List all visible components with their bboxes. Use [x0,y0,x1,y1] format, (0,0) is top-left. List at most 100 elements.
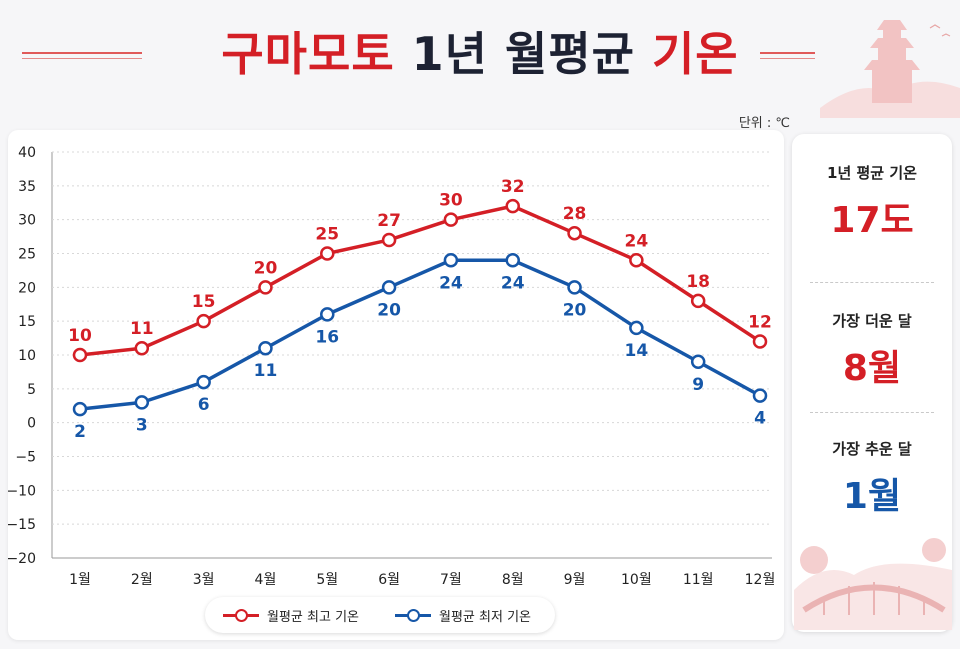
data-point-low [443,253,459,268]
series-line-high [79,204,761,357]
unit-label: 단위 : ℃ [738,116,790,131]
data-point-low [752,388,768,403]
data-label-high: 27 [377,211,401,231]
stat-coldest: 가장 추운 달 1월 [792,438,952,519]
data-label-low: 24 [501,273,525,293]
data-label-high: 28 [563,204,587,224]
summary-divider-1 [810,282,934,283]
data-point-high [72,347,88,363]
x-tick-label: 7월 [440,572,462,588]
chart-card: 40 35 30 25 20 15 10 5 0 −5 −10 −15 −20 1월 2월 3월 4월 5월 6월… [8,130,784,640]
title-part-city: 구마모토 [221,27,395,81]
data-label-high: 25 [315,225,339,245]
stat-average-value: 17도 [830,200,914,241]
stat-hottest: 가장 더운 달 8월 [792,310,952,391]
data-point-high [629,253,644,268]
y-tick-label: 25 [18,247,36,263]
stat-coldest-value: 1월 [842,476,902,517]
data-label-low: 9 [692,375,704,395]
data-label-low: 4 [754,409,766,429]
x-tick-label: 9월 [564,572,586,588]
stat-average: 1년 평균 기온 17도 [792,162,952,243]
x-tick-label: 12월 [745,572,776,588]
data-point-high [196,313,211,329]
data-point-high [320,246,335,261]
data-label-low: 20 [377,300,401,320]
data-label-low: 14 [625,341,649,361]
x-tick-label: 8월 [502,572,524,588]
stat-hottest-value: 8월 [842,348,902,389]
y-tick-label: 10 [18,348,36,364]
legend-label-low: 월평균 최저 기온 [439,609,531,625]
data-label-low: 6 [198,395,210,415]
y-tick-label: 35 [18,179,36,195]
x-tick-label: 4월 [255,572,277,588]
title-deco-line-left [22,52,142,54]
y-tick-label: −5 [15,450,36,466]
x-tick-label: 5월 [316,572,338,588]
legend-swatch-low [395,609,431,622]
x-tick-label: 2월 [131,572,153,588]
title-part-middle: 1년 월평균 [411,27,635,81]
castle-illustration [820,20,960,118]
stat-coldest-label: 가장 추운 달 [832,440,912,458]
data-point-low [72,401,88,417]
data-point-low [690,354,706,370]
data-point-low [134,395,150,410]
data-point-high [381,232,397,248]
legend-label-high: 월평균 최고 기온 [267,609,359,625]
data-point-high [258,280,273,295]
legend-item-high: 월평균 최고 기온 [223,597,359,633]
x-tick-label: 6월 [378,572,400,588]
data-point-low [505,253,520,268]
x-tick-label: 11월 [683,572,714,588]
data-label-low: 24 [439,273,463,293]
y-tick-label: −15 [8,517,36,533]
y-tick-label: −10 [8,483,36,499]
y-tick-label: 20 [18,280,36,296]
y-tick-label: 5 [27,382,36,398]
stat-average-label: 1년 평균 기온 [827,164,917,182]
title-deco-line-right [760,52,815,54]
legend-swatch-high [223,609,259,622]
data-label-high: 32 [501,177,525,197]
title-deco-line-right-thin [760,58,815,59]
title-bar: 구마모토 1년 월평균 기온 [0,18,960,82]
legend-item-low: 월평균 최저 기온 [395,597,531,633]
data-label-high: 12 [748,312,772,332]
bridge-illustration [794,538,952,630]
data-point-high [134,340,150,356]
data-point-high [443,212,459,227]
data-label-low: 16 [315,327,339,347]
data-point-low [567,280,582,295]
series-line-low [79,258,761,411]
y-tick-label: 40 [18,145,36,161]
data-point-low [196,374,211,390]
page-title: 구마모토 1년 월평균 기온 [150,18,810,84]
data-point-low [381,280,397,295]
data-point-low [320,307,335,322]
y-tick-label: −20 [8,551,36,567]
title-deco-line-left-thin [22,58,142,59]
x-tick-label: 3월 [193,572,215,588]
y-tick-label: 0 [27,416,36,432]
data-label-low: 2 [74,422,86,442]
data-point-high [690,293,706,309]
y-tick-label: 30 [18,213,36,229]
summary-divider-2 [810,412,934,413]
line-chart: 40 35 30 25 20 15 10 5 0 −5 −10 −15 −20 1월 2월 3월 4월 5월 6월… [8,145,776,588]
data-label-high: 24 [625,231,649,251]
data-point-high [505,198,520,214]
stat-hottest-label: 가장 더운 달 [832,312,912,330]
data-label-high: 30 [439,191,463,211]
y-tick-label: 15 [18,314,36,330]
data-label-high: 10 [68,326,92,346]
data-label-low: 3 [136,415,148,435]
title-part-end: 기온 [651,27,739,81]
data-label-high: 15 [192,292,216,312]
data-label-high: 11 [130,319,154,339]
data-point-high [752,334,768,349]
x-tick-label: 1월 [69,572,91,588]
data-point-low [629,320,644,336]
data-point-high [567,225,582,241]
